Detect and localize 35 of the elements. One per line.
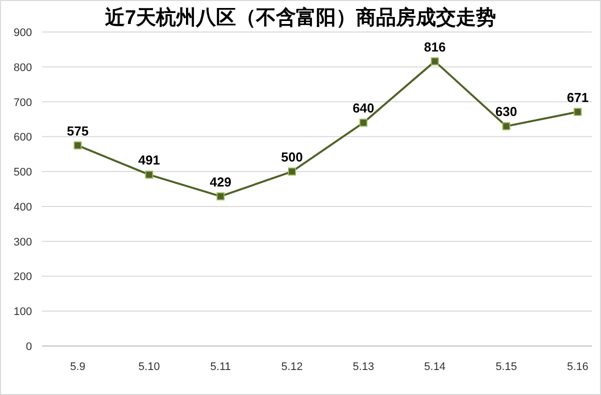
x-tick-label: 5.10: [138, 361, 160, 373]
y-tick-label: 300: [14, 236, 32, 248]
x-tick-label: 5.13: [352, 361, 374, 373]
data-label: 630: [495, 104, 518, 120]
chart-title: 近7天杭州八区（不含富阳）商品房成交走势: [104, 6, 496, 29]
data-label: 640: [352, 100, 374, 116]
y-tick-label: 600: [14, 132, 32, 144]
data-label: 816: [424, 39, 446, 54]
point: [74, 141, 82, 150]
data-label: 500: [281, 150, 303, 165]
y-tick-label: 0: [26, 341, 32, 353]
point: [502, 122, 510, 130]
data-label: 575: [66, 123, 89, 138]
data-label: 671: [566, 90, 589, 105]
data-label: 429: [210, 174, 232, 190]
point: [574, 108, 582, 116]
x-tick-label: 5.11: [210, 361, 231, 373]
y-tick-label: 500: [14, 166, 32, 179]
y-tick-label: 100: [14, 306, 32, 318]
point: [430, 57, 439, 66]
point: [216, 192, 225, 200]
y-tick-label: 200: [14, 271, 32, 284]
x-tick-label: 5.15: [496, 361, 517, 373]
x-tick-label: 5.9: [70, 361, 86, 373]
y-tick-label: 700: [14, 96, 32, 109]
y-tick-label: 800: [14, 62, 32, 74]
x-tick-label: 5.14: [424, 361, 446, 373]
y-tick-label: 400: [14, 201, 32, 214]
data-label: 491: [138, 152, 160, 168]
x-tick-label: 5.16: [567, 361, 588, 373]
point: [359, 118, 368, 127]
y-tick-label: 900: [14, 27, 32, 39]
point: [145, 170, 154, 179]
x-tick-label: 5.12: [281, 361, 303, 373]
point: [288, 168, 296, 176]
